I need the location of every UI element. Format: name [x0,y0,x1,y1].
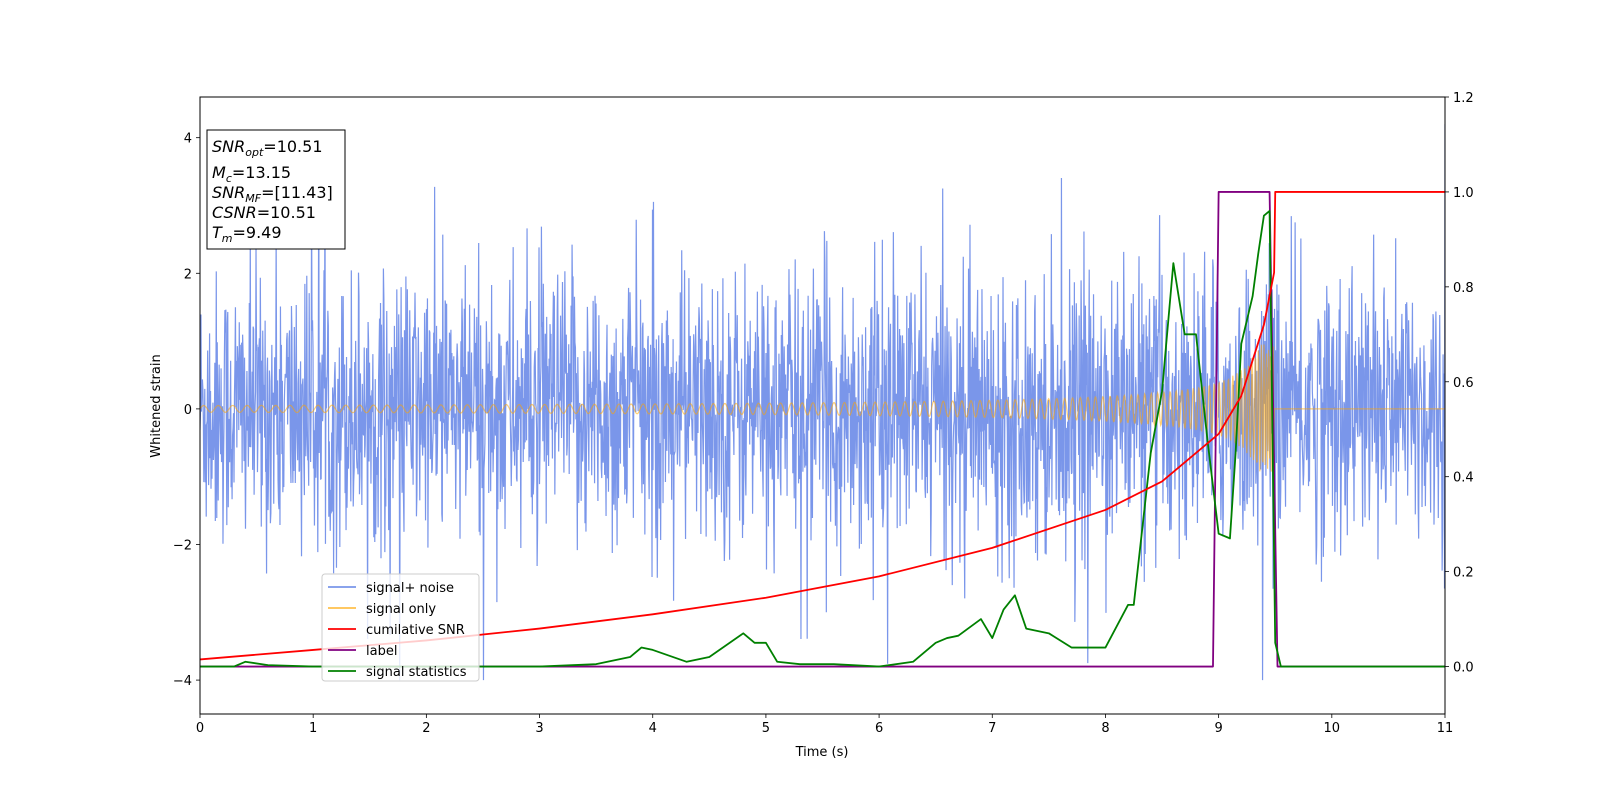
annotation-mc-sub: c [226,172,232,185]
legend-label: signal+ noise [366,581,454,596]
annotation-snr-mf-value: =[11.43] [261,183,333,202]
y2-tick-label: 0.4 [1453,471,1474,486]
y-axis-left: −4 −2 0 2 4 [173,132,200,689]
x-tick-label: 2 [422,721,430,736]
annotation-csnr-value: =10.51 [257,203,316,222]
x-tick-label: 1 [309,721,317,736]
annotation-mc-label: M [212,163,226,182]
series-signal-only-line [200,344,1445,472]
annotation-box: SNRopt=10.51 Mc=13.15 SNRMF=[11.43] CSNR… [206,129,346,250]
annotation-tm-sub: m [222,232,233,245]
y-axis-right: 0.0 0.2 0.4 0.6 0.8 1.0 1.2 [1445,91,1474,676]
x-tick-label: 5 [762,721,770,736]
x-tick-label: 6 [875,721,883,736]
x-tick-label: 11 [1437,721,1454,736]
legend-label: signal statistics [366,665,467,680]
x-tick-label: 0 [196,721,204,736]
x-axis: 0 1 2 3 4 5 6 7 8 9 10 11 [196,714,1453,736]
annotation-mc-value: =13.15 [232,163,291,182]
legend-label: cumilative SNR [366,623,465,638]
svg-text:Tm=9.49: Tm=9.49 [212,223,282,245]
annotation-snr-mf-label: SNR [212,183,245,202]
y2-tick-label: 0.2 [1453,566,1474,581]
x-tick-label: 8 [1101,721,1109,736]
x-axis-label: Time (s) [795,745,849,760]
annotation-snr-opt-label: SNR [212,137,245,156]
y2-tick-label: 0.0 [1453,661,1474,676]
svg-text:Mc=13.15: Mc=13.15 [212,163,291,185]
legend-label: signal only [366,602,436,617]
annotation-snr-mf-sub: MF [245,192,261,205]
svg-text:CSNR=10.51: CSNR=10.51 [212,203,316,222]
x-tick-label: 9 [1214,721,1222,736]
y2-tick-label: 0.8 [1453,281,1474,296]
series-cumulative-snr-line [200,191,1445,661]
y-tick-label: 0 [184,403,192,418]
x-tick-label: 3 [535,721,543,736]
series-layer [200,124,1445,681]
annotation-tm-label: T [212,223,223,242]
y-tick-label: −2 [173,538,192,553]
y2-tick-label: 1.0 [1453,186,1474,201]
x-tick-label: 7 [988,721,996,736]
y2-tick-label: 1.2 [1453,91,1474,106]
y-tick-label: 2 [184,267,192,282]
annotation-snr-opt-sub: opt [245,146,264,159]
annotation-csnr-label: CSNR [212,203,257,222]
plot-frame [199,96,1446,715]
y-tick-label: 4 [184,132,192,147]
svg-text:SNRMF=[11.43]: SNRMF=[11.43] [212,183,333,205]
legend: signal+ noise signal only cumilative SNR la… [321,573,480,682]
legend-label: label [366,644,397,659]
x-tick-label: 10 [1324,721,1341,736]
annotation-tm-value: =9.49 [233,223,282,242]
x-tick-label: 4 [649,721,657,736]
y-axis-label: Whitened strain [149,354,164,457]
y-tick-label: −4 [173,674,192,689]
series-signal-statistics-line [200,210,1445,668]
annotation-snr-opt-value: =10.51 [263,137,322,156]
y2-tick-label: 0.6 [1453,376,1474,391]
svg-text:SNRopt=10.51: SNRopt=10.51 [212,137,323,159]
